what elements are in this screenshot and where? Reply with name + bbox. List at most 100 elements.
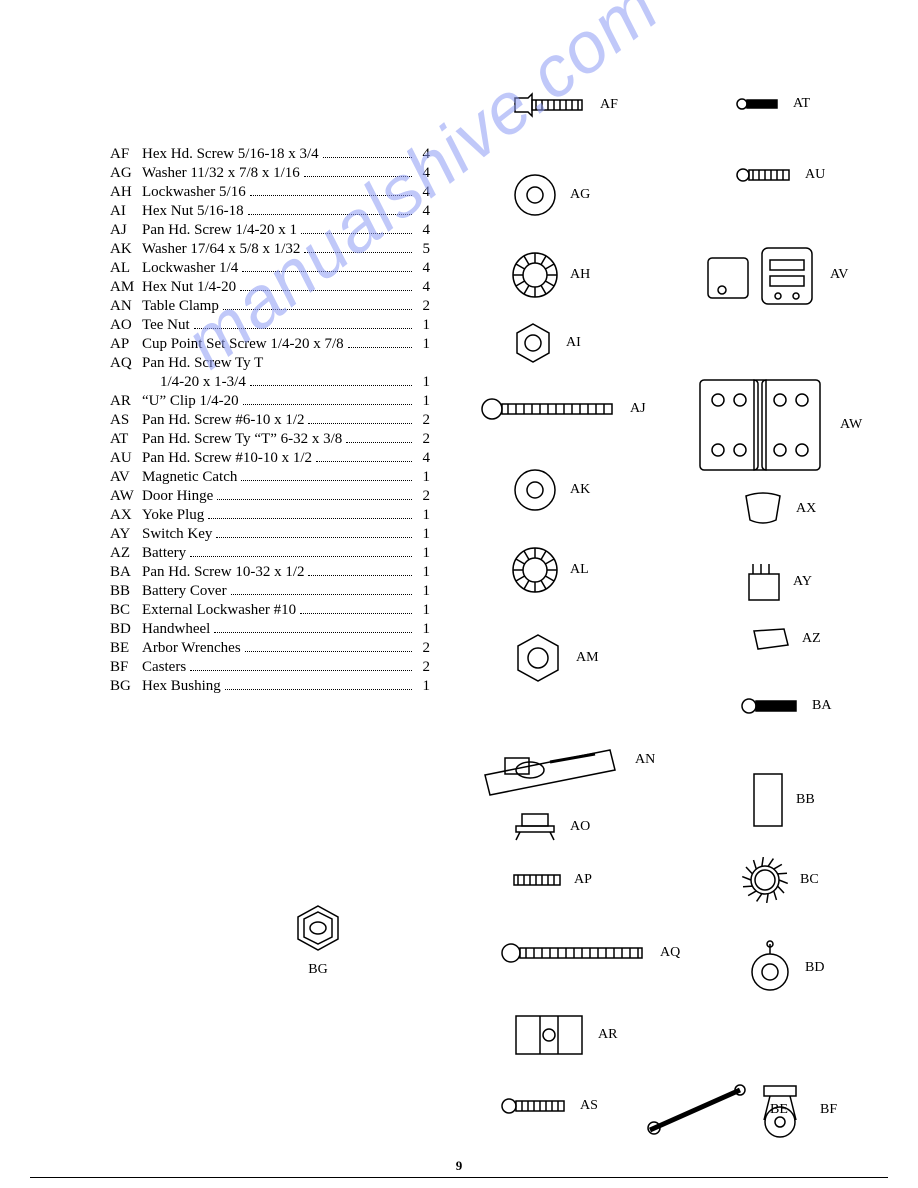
- illustration-aq: AQ: [500, 940, 680, 966]
- illustration-label: BG: [308, 962, 327, 978]
- part-code: AG: [110, 164, 142, 183]
- part-row: AZBattery1: [110, 544, 430, 563]
- illustration-ah: AH: [510, 250, 590, 300]
- illustration-label: AX: [796, 501, 816, 517]
- part-icon: [750, 1080, 810, 1140]
- part-row: BCExternal Lockwasher #101: [110, 601, 430, 620]
- part-qty: 1: [416, 677, 430, 696]
- illustration-ao: AO: [510, 810, 590, 844]
- part-row: AKWasher 17/64 x 5/8 x 1/325: [110, 240, 430, 259]
- part-icon: [500, 1095, 570, 1117]
- part-qty: 4: [416, 278, 430, 297]
- part-row: ATPan Hd. Screw Ty “T” 6-32 x 3/82: [110, 430, 430, 449]
- part-icon: [290, 900, 346, 956]
- part-code: AY: [110, 525, 142, 544]
- manual-page: manualshive.com AFHex Hd. Screw 5/16-18 …: [0, 0, 918, 1188]
- illustration-al: AL: [510, 545, 589, 595]
- part-icon: [745, 940, 795, 996]
- part-icon: [510, 465, 560, 515]
- part-icon: [740, 695, 802, 717]
- part-qty: 2: [416, 658, 430, 677]
- illustration-label: AF: [600, 97, 618, 113]
- part-description: Pan Hd. Screw #6-10 x 1/2: [142, 411, 304, 430]
- part-description: Pan Hd. Screw 1/4-20 x 1: [142, 221, 297, 240]
- illustration-bf: BF: [750, 1080, 837, 1140]
- illustration-bc: BC: [740, 855, 819, 905]
- part-qty: 2: [416, 430, 430, 449]
- part-code: AI: [110, 202, 142, 221]
- page-bottom-rule: [30, 1177, 888, 1178]
- part-qty: 1: [416, 468, 430, 487]
- part-description: Pan Hd. Screw #10-10 x 1/2: [142, 449, 312, 468]
- part-row: AUPan Hd. Screw #10-10 x 1/24: [110, 449, 430, 468]
- part-icon: [735, 165, 795, 185]
- part-qty: 1: [416, 601, 430, 620]
- illustration-aw: AW: [690, 370, 862, 480]
- part-description: Lockwasher 1/4: [142, 259, 238, 278]
- illustration-label: BB: [796, 792, 815, 808]
- illustration-am: AM: [510, 630, 599, 686]
- part-qty: 4: [416, 164, 430, 183]
- part-qty: 4: [416, 202, 430, 221]
- illustration-label: AH: [570, 267, 590, 283]
- part-row: AQPan Hd. Screw Ty T: [110, 354, 430, 373]
- illustration-label: AP: [574, 872, 592, 888]
- part-code: AR: [110, 392, 142, 411]
- part-row: AMHex Nut 1/4-204: [110, 278, 430, 297]
- part-icon: [740, 490, 786, 528]
- illustration-at: AT: [735, 95, 810, 113]
- part-description: Table Clamp: [142, 297, 219, 316]
- illustration-label: AY: [793, 574, 812, 590]
- part-code: BE: [110, 639, 142, 658]
- part-description: Washer 11/32 x 7/8 x 1/16: [142, 164, 300, 183]
- illustration-label: AN: [635, 752, 655, 768]
- part-row: AHLockwasher 5/164: [110, 183, 430, 202]
- part-row: AFHex Hd. Screw 5/16-18 x 3/44: [110, 145, 430, 164]
- part-icon: [740, 855, 790, 905]
- part-qty: 1: [416, 335, 430, 354]
- part-code: BG: [110, 677, 142, 696]
- illustration-label: AL: [570, 562, 589, 578]
- illustration-as: AS: [500, 1095, 598, 1117]
- part-qty: 1: [416, 563, 430, 582]
- illustration-label: BC: [800, 872, 819, 888]
- part-description: Battery: [142, 544, 186, 563]
- part-code: AX: [110, 506, 142, 525]
- part-row: BGHex Bushing1: [110, 677, 430, 696]
- illustration-an: AN: [475, 720, 655, 800]
- part-row: AVMagnetic Catch1: [110, 468, 430, 487]
- part-row: AWDoor Hinge2: [110, 487, 430, 506]
- illustration-au: AU: [735, 165, 825, 185]
- part-code: AN: [110, 297, 142, 316]
- part-code: AS: [110, 411, 142, 430]
- part-icon: [735, 560, 783, 604]
- illustration-label: AO: [570, 819, 590, 835]
- part-row: ALLockwasher 1/44: [110, 259, 430, 278]
- illustration-af: AF: [510, 90, 618, 120]
- part-description: Pan Hd. Screw Ty “T” 6-32 x 3/8: [142, 430, 342, 449]
- part-description: Yoke Plug: [142, 506, 204, 525]
- illustration-aj: AJ: [480, 395, 646, 423]
- part-code: AQ: [110, 354, 142, 373]
- part-code: BF: [110, 658, 142, 677]
- illustration-az: AZ: [750, 625, 821, 653]
- part-qty: 2: [416, 487, 430, 506]
- part-icon: [510, 170, 560, 220]
- part-row: ANTable Clamp2: [110, 297, 430, 316]
- part-qty: 2: [416, 411, 430, 430]
- illustration-ak: AK: [510, 465, 590, 515]
- part-row: AGWasher 11/32 x 7/8 x 1/16 4: [110, 164, 430, 183]
- illustration-ai: AI: [510, 320, 581, 366]
- part-code: AP: [110, 335, 142, 354]
- part-code: AV: [110, 468, 142, 487]
- part-icon: [475, 720, 625, 800]
- illustration-label: AQ: [660, 945, 680, 961]
- part-code: AH: [110, 183, 142, 202]
- part-qty: 1: [416, 525, 430, 544]
- part-description: Handwheel: [142, 620, 210, 639]
- illustration-av: AV: [700, 240, 848, 310]
- part-row: BEArbor Wrenches2: [110, 639, 430, 658]
- part-icon: [750, 770, 786, 830]
- parts-list: AFHex Hd. Screw 5/16-18 x 3/44AGWasher 1…: [110, 145, 430, 696]
- part-icon: [510, 320, 556, 366]
